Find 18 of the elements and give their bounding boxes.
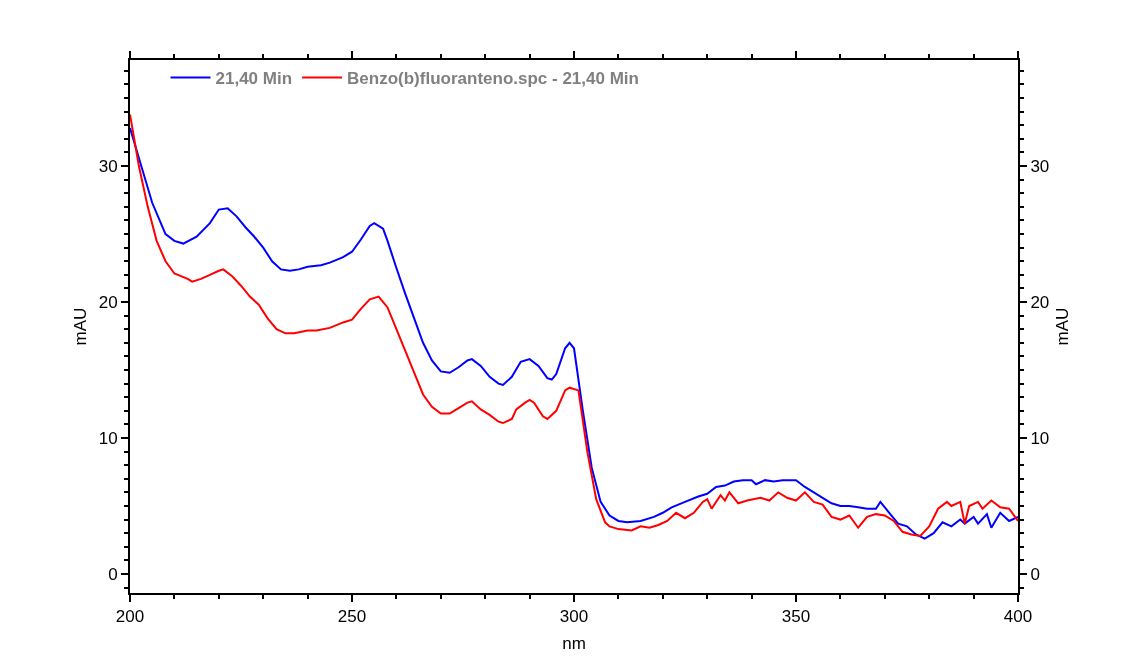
- y-tick-label: 0: [108, 564, 118, 584]
- y-tick-label: 30: [98, 157, 118, 177]
- y-tick-label: 20: [98, 292, 118, 312]
- x-tick-label: 200: [115, 607, 145, 627]
- y2-tick-label: 30: [1030, 157, 1050, 177]
- y2-axis-title: mAU: [1053, 307, 1073, 346]
- y-tick-label: 10: [98, 428, 118, 448]
- y2-tick-label: 0: [1030, 564, 1040, 584]
- y2-tick-label: 10: [1030, 428, 1050, 448]
- x-tick-label: 300: [559, 607, 589, 627]
- x-axis-title: nm: [562, 634, 586, 654]
- x-tick-label: 250: [337, 607, 367, 627]
- y-axis-title: mAU: [70, 307, 90, 346]
- y2-tick-label: 20: [1030, 292, 1050, 312]
- legend-label: 21,40 Min: [215, 69, 293, 89]
- legend-label: Benzo(b)fluoranteno.spc - 21,40 Min: [347, 69, 639, 89]
- x-tick-label: 350: [781, 607, 811, 627]
- x-tick-label: 400: [1003, 607, 1033, 627]
